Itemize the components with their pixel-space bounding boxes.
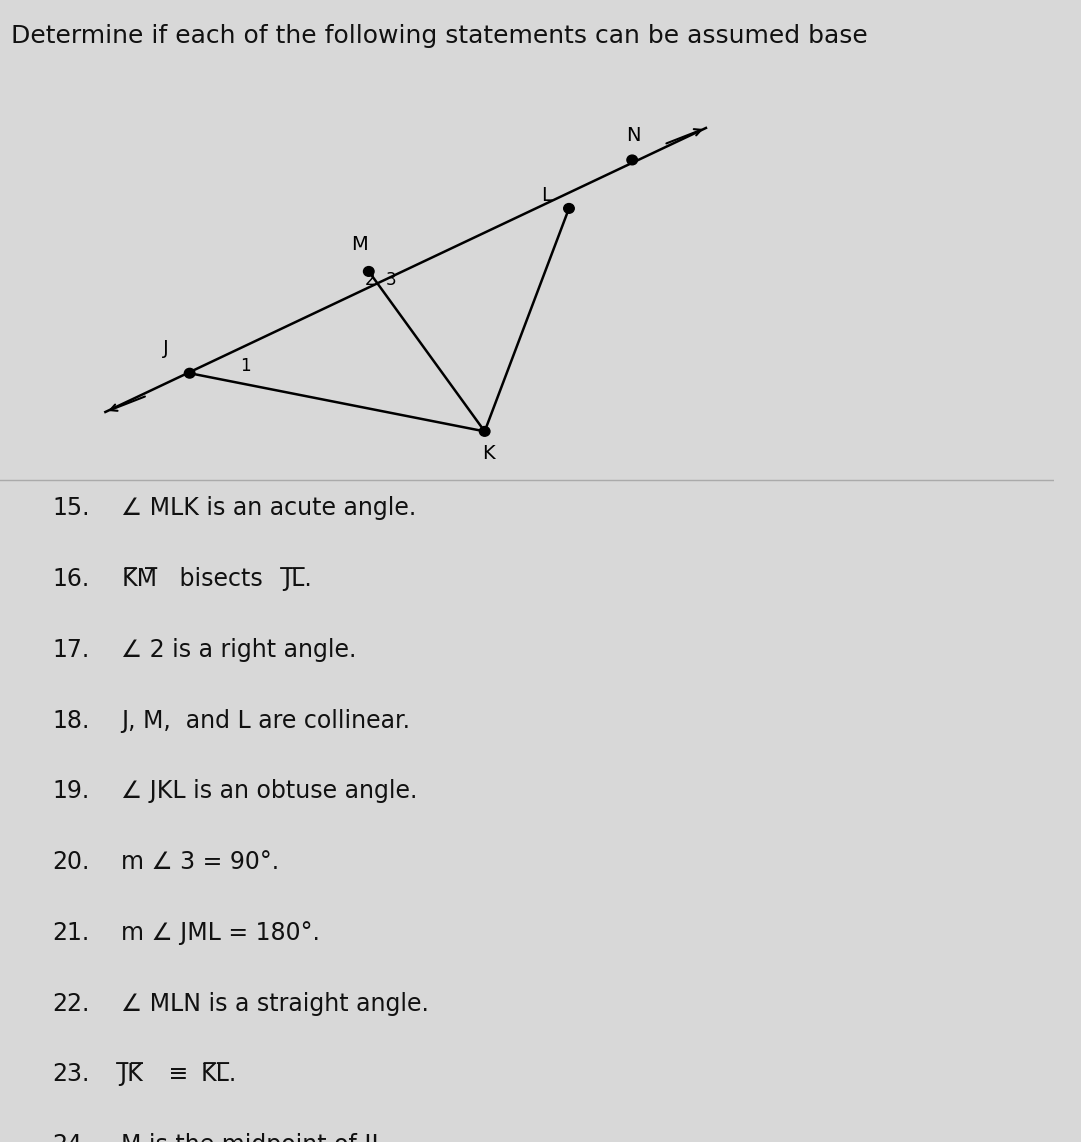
Text: ∠ 2 is a right angle.: ∠ 2 is a right angle.	[121, 638, 357, 662]
Text: 1: 1	[240, 357, 251, 376]
Text: 19.: 19.	[53, 779, 90, 803]
Text: 22.: 22.	[53, 991, 90, 1015]
Circle shape	[363, 266, 374, 276]
Text: 3: 3	[386, 271, 397, 289]
Text: J: J	[163, 339, 169, 357]
Circle shape	[185, 369, 195, 378]
Circle shape	[479, 426, 490, 436]
Text: L: L	[542, 186, 552, 204]
Text: bisects: bisects	[172, 568, 270, 592]
Text: 15.: 15.	[53, 497, 90, 521]
Text: 24.: 24.	[53, 1133, 90, 1142]
Text: M: M	[351, 235, 368, 255]
Text: 23.: 23.	[53, 1062, 90, 1086]
Text: ∠ MLK is an acute angle.: ∠ MLK is an acute angle.	[121, 497, 416, 521]
Circle shape	[563, 203, 574, 214]
Text: ≡: ≡	[161, 1062, 196, 1086]
Text: J, M,  and L are collinear.: J, M, and L are collinear.	[121, 709, 410, 733]
Text: N: N	[626, 126, 640, 145]
Text: K: K	[482, 443, 495, 463]
Text: ∠ MLN is a straight angle.: ∠ MLN is a straight angle.	[121, 991, 429, 1015]
Text: m ∠ 3 = 90°.: m ∠ 3 = 90°.	[121, 850, 279, 874]
Text: m ∠ JML = 180°.: m ∠ JML = 180°.	[121, 920, 320, 944]
Text: J̅K̅: J̅K̅	[121, 1062, 144, 1086]
Text: M is the midpoint of JL.: M is the midpoint of JL.	[121, 1133, 392, 1142]
Text: Determine if each of the following statements can be assumed base: Determine if each of the following state…	[11, 24, 867, 48]
Text: 16.: 16.	[53, 568, 90, 592]
Text: ∠ JKL is an obtuse angle.: ∠ JKL is an obtuse angle.	[121, 779, 417, 803]
Text: J̅L̅.: J̅L̅.	[284, 568, 312, 592]
Text: K̅M̅: K̅M̅	[121, 568, 157, 592]
Text: 18.: 18.	[53, 709, 90, 733]
Circle shape	[627, 155, 638, 164]
Text: 17.: 17.	[53, 638, 90, 662]
Text: 2: 2	[364, 271, 375, 289]
Text: 21.: 21.	[53, 920, 90, 944]
Text: K̅L̅.: K̅L̅.	[200, 1062, 237, 1086]
Text: 20.: 20.	[53, 850, 90, 874]
